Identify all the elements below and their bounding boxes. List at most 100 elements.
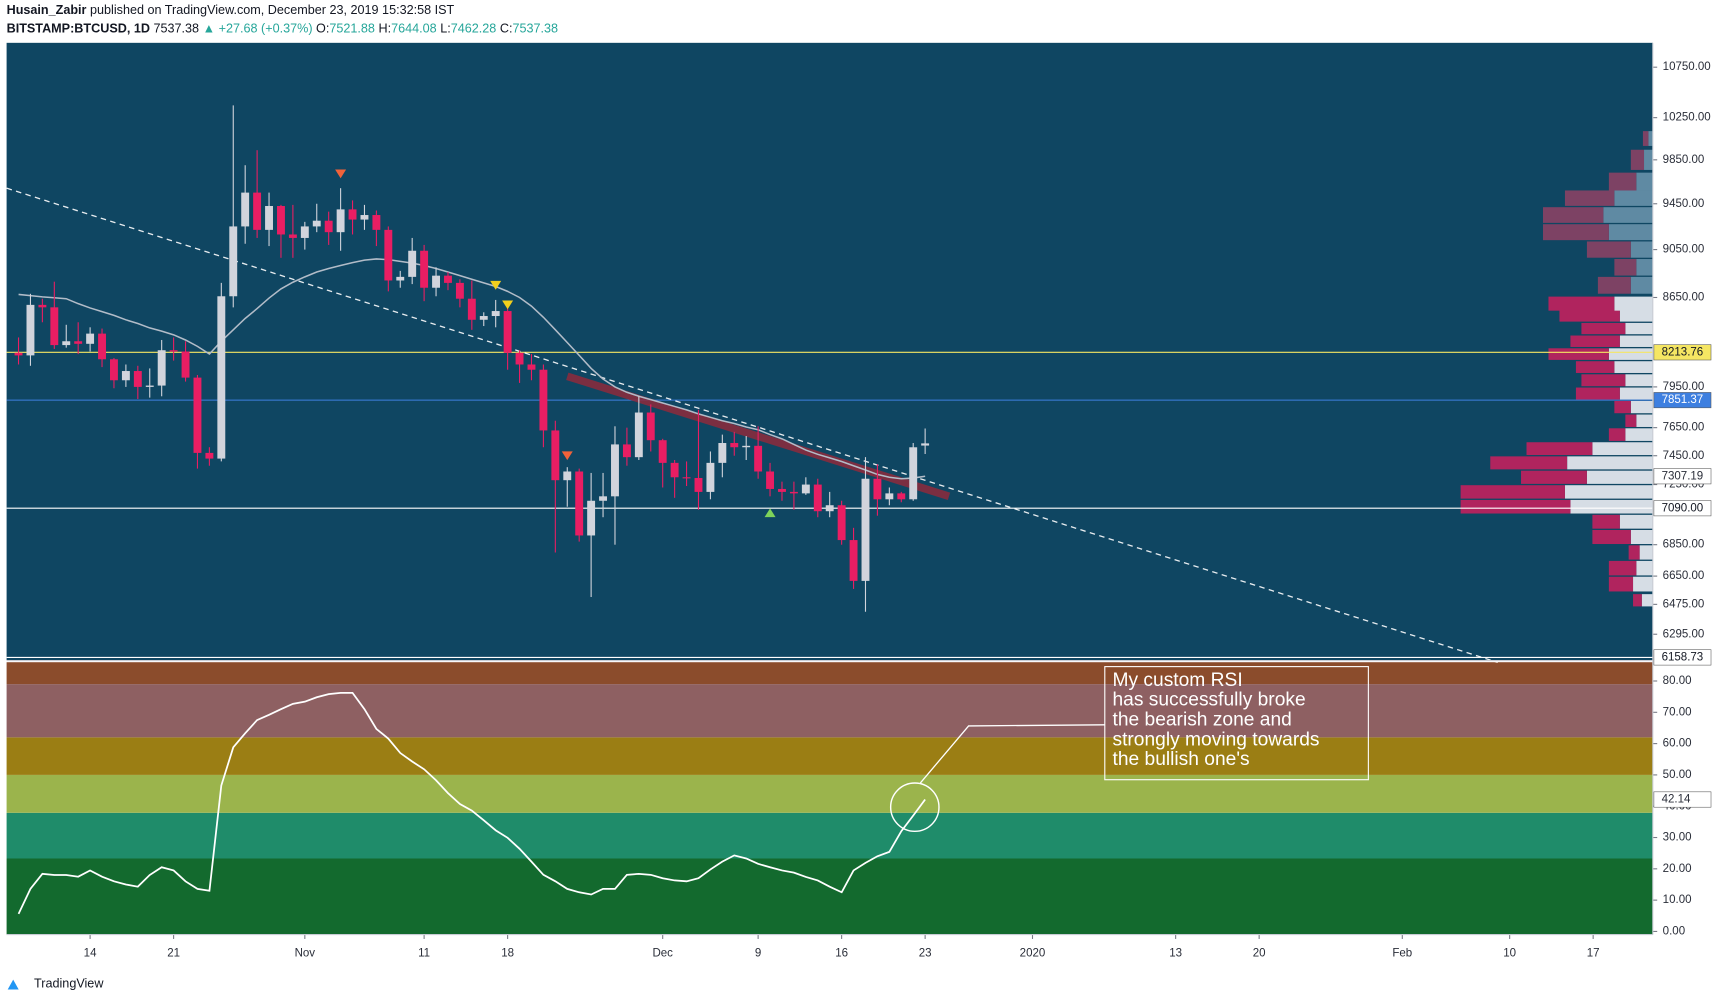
profile-up [1636,259,1653,276]
profile-up [1630,276,1653,294]
x-tick-label: 17 [1587,947,1600,959]
profile-up [1630,400,1653,414]
x-tick-label: 16 [835,947,848,959]
profile-down [1564,190,1615,206]
profile-down [1521,470,1587,484]
candle-body [897,493,906,500]
x-tick-label: 18 [501,947,514,959]
candle-body [121,371,130,381]
y-tick-label: 6295.00 [1663,628,1705,640]
last-price: 7537.38 [153,22,199,36]
candle-body [253,192,262,230]
profile-up [1625,374,1653,387]
rsi-zone [6,684,1653,738]
profile-up [1633,576,1653,592]
o-label: O: [316,22,329,36]
candle-body [849,540,858,581]
x-tick-label: 21 [167,947,180,959]
rsi-tick-label: 30.00 [1663,832,1692,844]
candle-body [217,296,226,459]
candle-body [444,275,452,283]
profile-up [1636,414,1653,427]
level-label: 7851.37 [1662,394,1704,406]
y-tick-label: 9050.00 [1663,244,1705,256]
candle-body [479,316,488,320]
profile-up [1608,348,1653,360]
level-label: 7090.00 [1662,502,1704,514]
profile-down [1592,529,1631,545]
profile-down [1460,485,1565,499]
y-tick-label: 6650.00 [1663,570,1705,582]
rsi-zone [6,774,1653,813]
y-tick-label: 9450.00 [1663,198,1705,210]
candle-body [133,371,142,387]
profile-down [1628,545,1640,560]
signal-marker [561,451,573,461]
profile-down [1597,276,1631,294]
rsi-value-label: 42.14 [1662,794,1691,806]
signal-marker [502,300,514,310]
trendline [6,187,1498,664]
rsi-tick-label: 20.00 [1663,863,1692,875]
rsi-tick-label: 80.00 [1663,675,1692,687]
candle-body [706,462,715,492]
x-tick-label: 14 [84,947,97,959]
profile-up [1608,224,1653,241]
candle-body [14,352,23,356]
candle-body [193,377,202,453]
candle-body [98,333,106,360]
candle-body [634,412,643,458]
candle-body [551,430,560,481]
candle-body [801,484,810,494]
o-value: 7521.88 [329,22,375,36]
profile-up [1614,361,1653,373]
y-tick-label: 8650.00 [1663,292,1705,304]
profile-down [1575,387,1620,400]
candle-body [813,484,822,512]
profile-down [1642,131,1649,146]
callout-line [919,724,1105,784]
candle-body [778,488,786,492]
y-tick-label: 10250.00 [1663,112,1711,124]
profile-down [1548,296,1615,311]
candle-body [360,215,369,220]
c-label: C: [500,22,513,36]
profile-up [1619,310,1653,322]
candle-body [420,250,429,288]
profile-up [1644,149,1653,170]
candle-body [503,311,512,353]
y-tick-label: 7650.00 [1663,422,1705,434]
y-tick-label: 9850.00 [1663,154,1705,166]
candle-body [336,209,345,233]
profile-down [1575,361,1615,373]
profile-down [1592,514,1620,529]
profile-down [1526,442,1593,456]
profile-up [1619,335,1653,347]
profile-down [1625,414,1637,427]
candle-body [229,226,238,297]
candle-body [277,206,285,235]
candle-body [157,350,166,386]
moving-average [18,258,926,480]
candle-body [491,311,500,317]
h-value: 7644.08 [391,22,437,36]
candle-body [754,445,763,472]
x-tick-label: 13 [1169,947,1182,959]
profile-up [1625,428,1653,441]
candle-body [527,364,536,370]
profile-down [1608,560,1637,576]
y-tick-label: 6850.00 [1663,539,1705,551]
candle-body [110,359,118,381]
profile-down [1608,428,1626,441]
profile-down [1559,310,1620,322]
candle-body [837,505,846,541]
candle-body [86,333,95,344]
profile-up [1636,560,1653,576]
candle-body [766,471,775,489]
candle-body [241,192,250,227]
candle-body [587,500,596,536]
profile-down [1581,322,1626,335]
candle-body [694,478,703,492]
c-value: 7537.38 [512,22,558,36]
